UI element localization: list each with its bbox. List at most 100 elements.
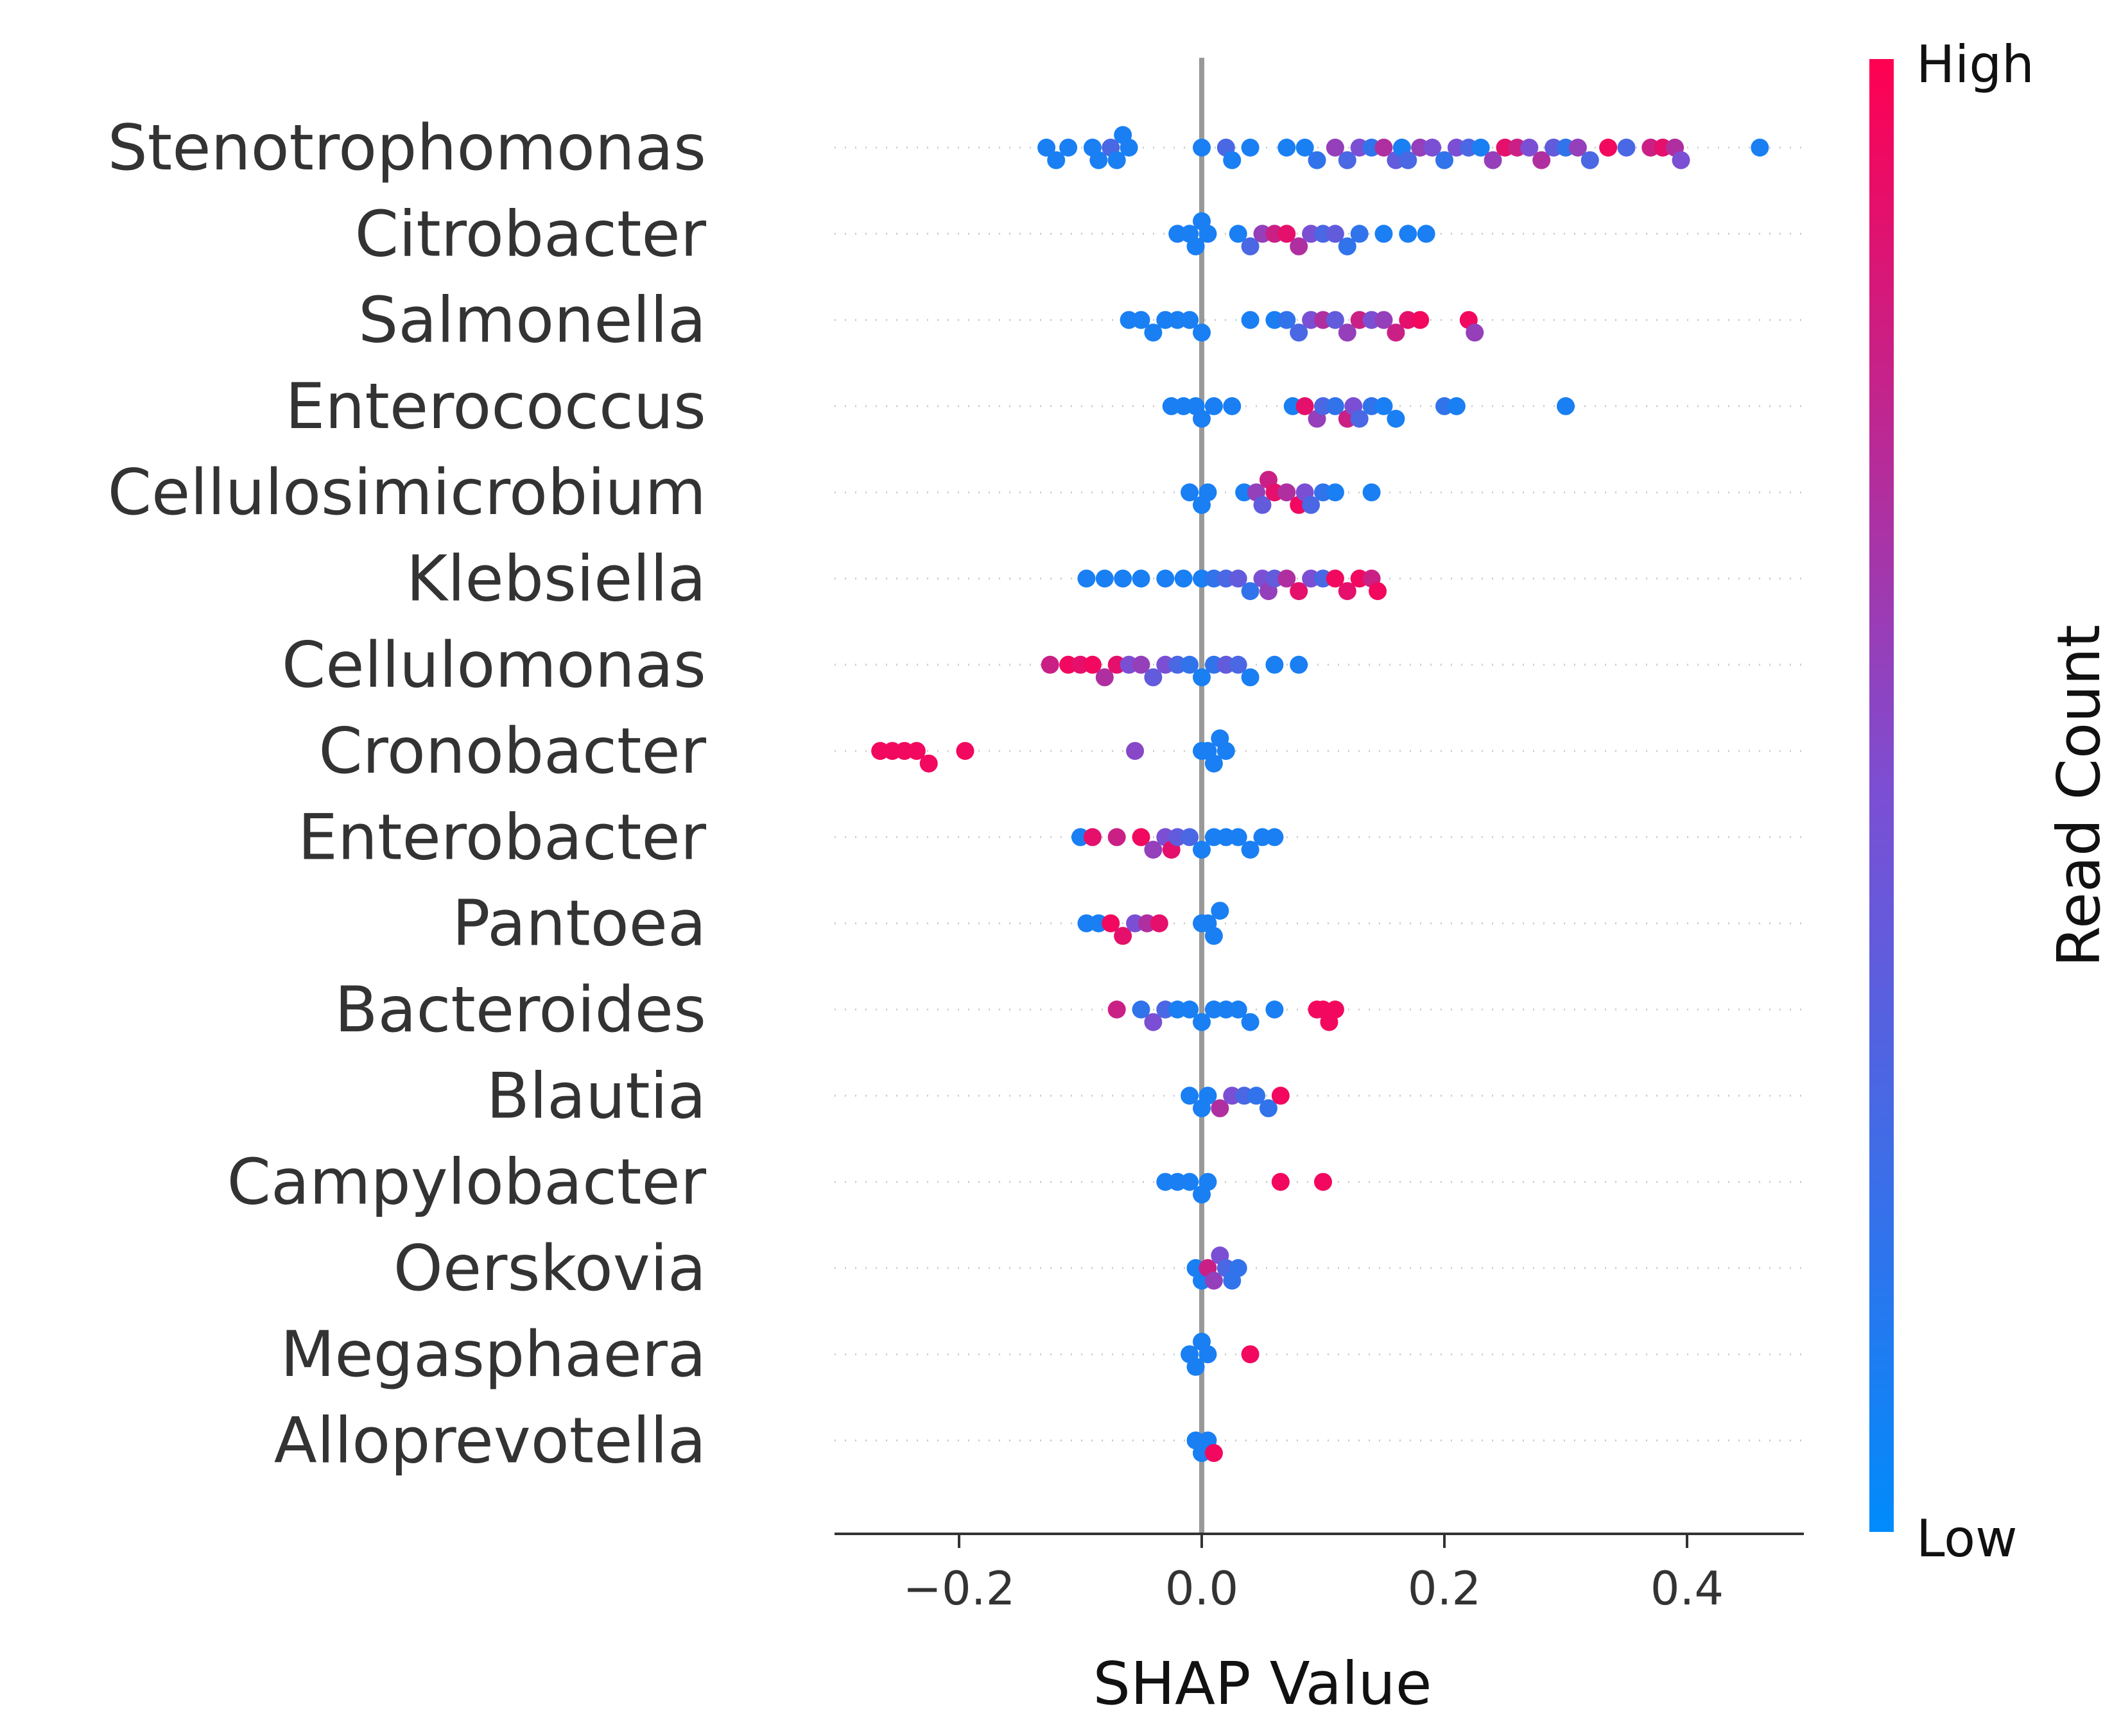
shap-point <box>1156 569 1175 588</box>
shap-point <box>1599 139 1618 157</box>
shap-point <box>1374 139 1393 157</box>
shap-point <box>1374 225 1393 243</box>
shap-point <box>1199 483 1217 502</box>
shap-point <box>1047 151 1066 169</box>
shap-point <box>1520 139 1539 157</box>
feature-label: Stenotrophomonas <box>108 112 706 185</box>
points-layer <box>871 126 1769 1463</box>
shap-point <box>1132 311 1150 329</box>
shap-point <box>1193 668 1211 687</box>
shap-point <box>1181 828 1199 847</box>
shap-point <box>1229 1259 1247 1277</box>
x-tick-label: −0.2 <box>903 1561 1016 1615</box>
shap-point <box>1259 1099 1277 1117</box>
shap-point <box>1672 151 1690 169</box>
shap-point <box>1241 311 1260 329</box>
shap-point <box>1350 409 1369 428</box>
shap-point <box>1277 311 1296 329</box>
shap-point <box>1204 927 1223 945</box>
shap-point <box>1126 742 1145 761</box>
shap-point <box>1229 225 1247 243</box>
shap-point <box>1326 1001 1344 1018</box>
feature-label: Oerskovia <box>394 1232 706 1305</box>
shap-point <box>1193 841 1211 859</box>
shap-point <box>1532 151 1551 169</box>
feature-label: Cellulosimicrobium <box>108 456 706 529</box>
shap-point <box>1447 397 1466 415</box>
shap-point <box>1308 151 1326 169</box>
shap-point <box>1174 569 1193 588</box>
shap-point <box>1277 139 1296 157</box>
shap-point <box>1132 828 1150 847</box>
colorbar-high-label: High <box>1916 35 2034 94</box>
shap-point <box>1059 139 1078 157</box>
feature-label: Blautia <box>487 1060 706 1133</box>
feature-label: Cellulomonas <box>282 629 706 702</box>
shap-point <box>1484 151 1502 169</box>
shap-point <box>1204 397 1223 415</box>
shap-point <box>1193 139 1211 157</box>
shap-point <box>1265 1001 1284 1018</box>
shap-point <box>1399 225 1417 243</box>
x-tick-label: 0.0 <box>1165 1561 1239 1615</box>
shap-point <box>1199 1345 1217 1364</box>
shap-point <box>1271 1173 1290 1191</box>
shap-point <box>1095 668 1114 687</box>
shap-point <box>1277 225 1296 243</box>
shap-point <box>1374 311 1393 329</box>
shap-point <box>1241 1013 1260 1031</box>
shap-point <box>1466 323 1484 342</box>
shap-point <box>1120 139 1138 157</box>
shap-point <box>1114 569 1132 588</box>
feature-labels: Stenotrophomonas Citrobacter Salmonella Ent… <box>108 112 707 1478</box>
shap-point <box>1290 323 1308 342</box>
feature-label: Megasphaera <box>281 1318 706 1391</box>
shap-point <box>1199 225 1217 243</box>
shap-point <box>1132 1001 1150 1018</box>
shap-point <box>1223 397 1242 415</box>
shap-point <box>1241 841 1260 859</box>
shap-point <box>1751 139 1769 157</box>
shap-point <box>1144 323 1163 342</box>
shap-point <box>1417 225 1435 243</box>
shap-point <box>1077 569 1096 588</box>
shap-point <box>1265 655 1284 674</box>
shap-point <box>1374 397 1393 415</box>
shap-point <box>1314 1173 1332 1191</box>
row-gridlines <box>835 146 1804 1441</box>
shap-point <box>1411 311 1430 329</box>
x-tick-label: 0.4 <box>1650 1561 1724 1615</box>
shap-point <box>1229 1001 1247 1018</box>
shap-point <box>1223 151 1242 169</box>
shap-point <box>1089 151 1108 169</box>
shap-point <box>1387 409 1405 428</box>
feature-label: Klebsiella <box>406 543 706 616</box>
shap-point <box>1369 582 1387 601</box>
shap-point <box>1181 655 1199 674</box>
shap-point <box>1247 1087 1266 1105</box>
shap-point <box>1617 139 1636 157</box>
shap-point <box>956 742 974 761</box>
shap-point <box>1193 409 1211 428</box>
colorbar <box>1869 59 1894 1532</box>
shap-point <box>1181 311 1199 329</box>
shap-point <box>1211 902 1229 920</box>
shap-point <box>1199 1087 1217 1105</box>
feature-label: Pantoea <box>452 888 706 961</box>
shap-point <box>1350 225 1369 243</box>
shap-point <box>1107 1001 1126 1018</box>
x-axis-title: SHAP Value <box>1093 1649 1432 1718</box>
shap-point <box>1041 655 1059 674</box>
shap-point <box>919 754 938 773</box>
shap-point <box>1186 237 1205 255</box>
shap-point <box>1150 914 1168 932</box>
shap-point <box>1132 655 1150 674</box>
shap-point <box>1083 828 1102 847</box>
shap-point <box>1580 151 1599 169</box>
shap-point <box>1083 655 1102 674</box>
shap-point <box>1144 841 1163 859</box>
feature-label: Salmonella <box>358 284 706 357</box>
shap-point <box>1302 495 1320 514</box>
shap-point <box>1435 151 1453 169</box>
